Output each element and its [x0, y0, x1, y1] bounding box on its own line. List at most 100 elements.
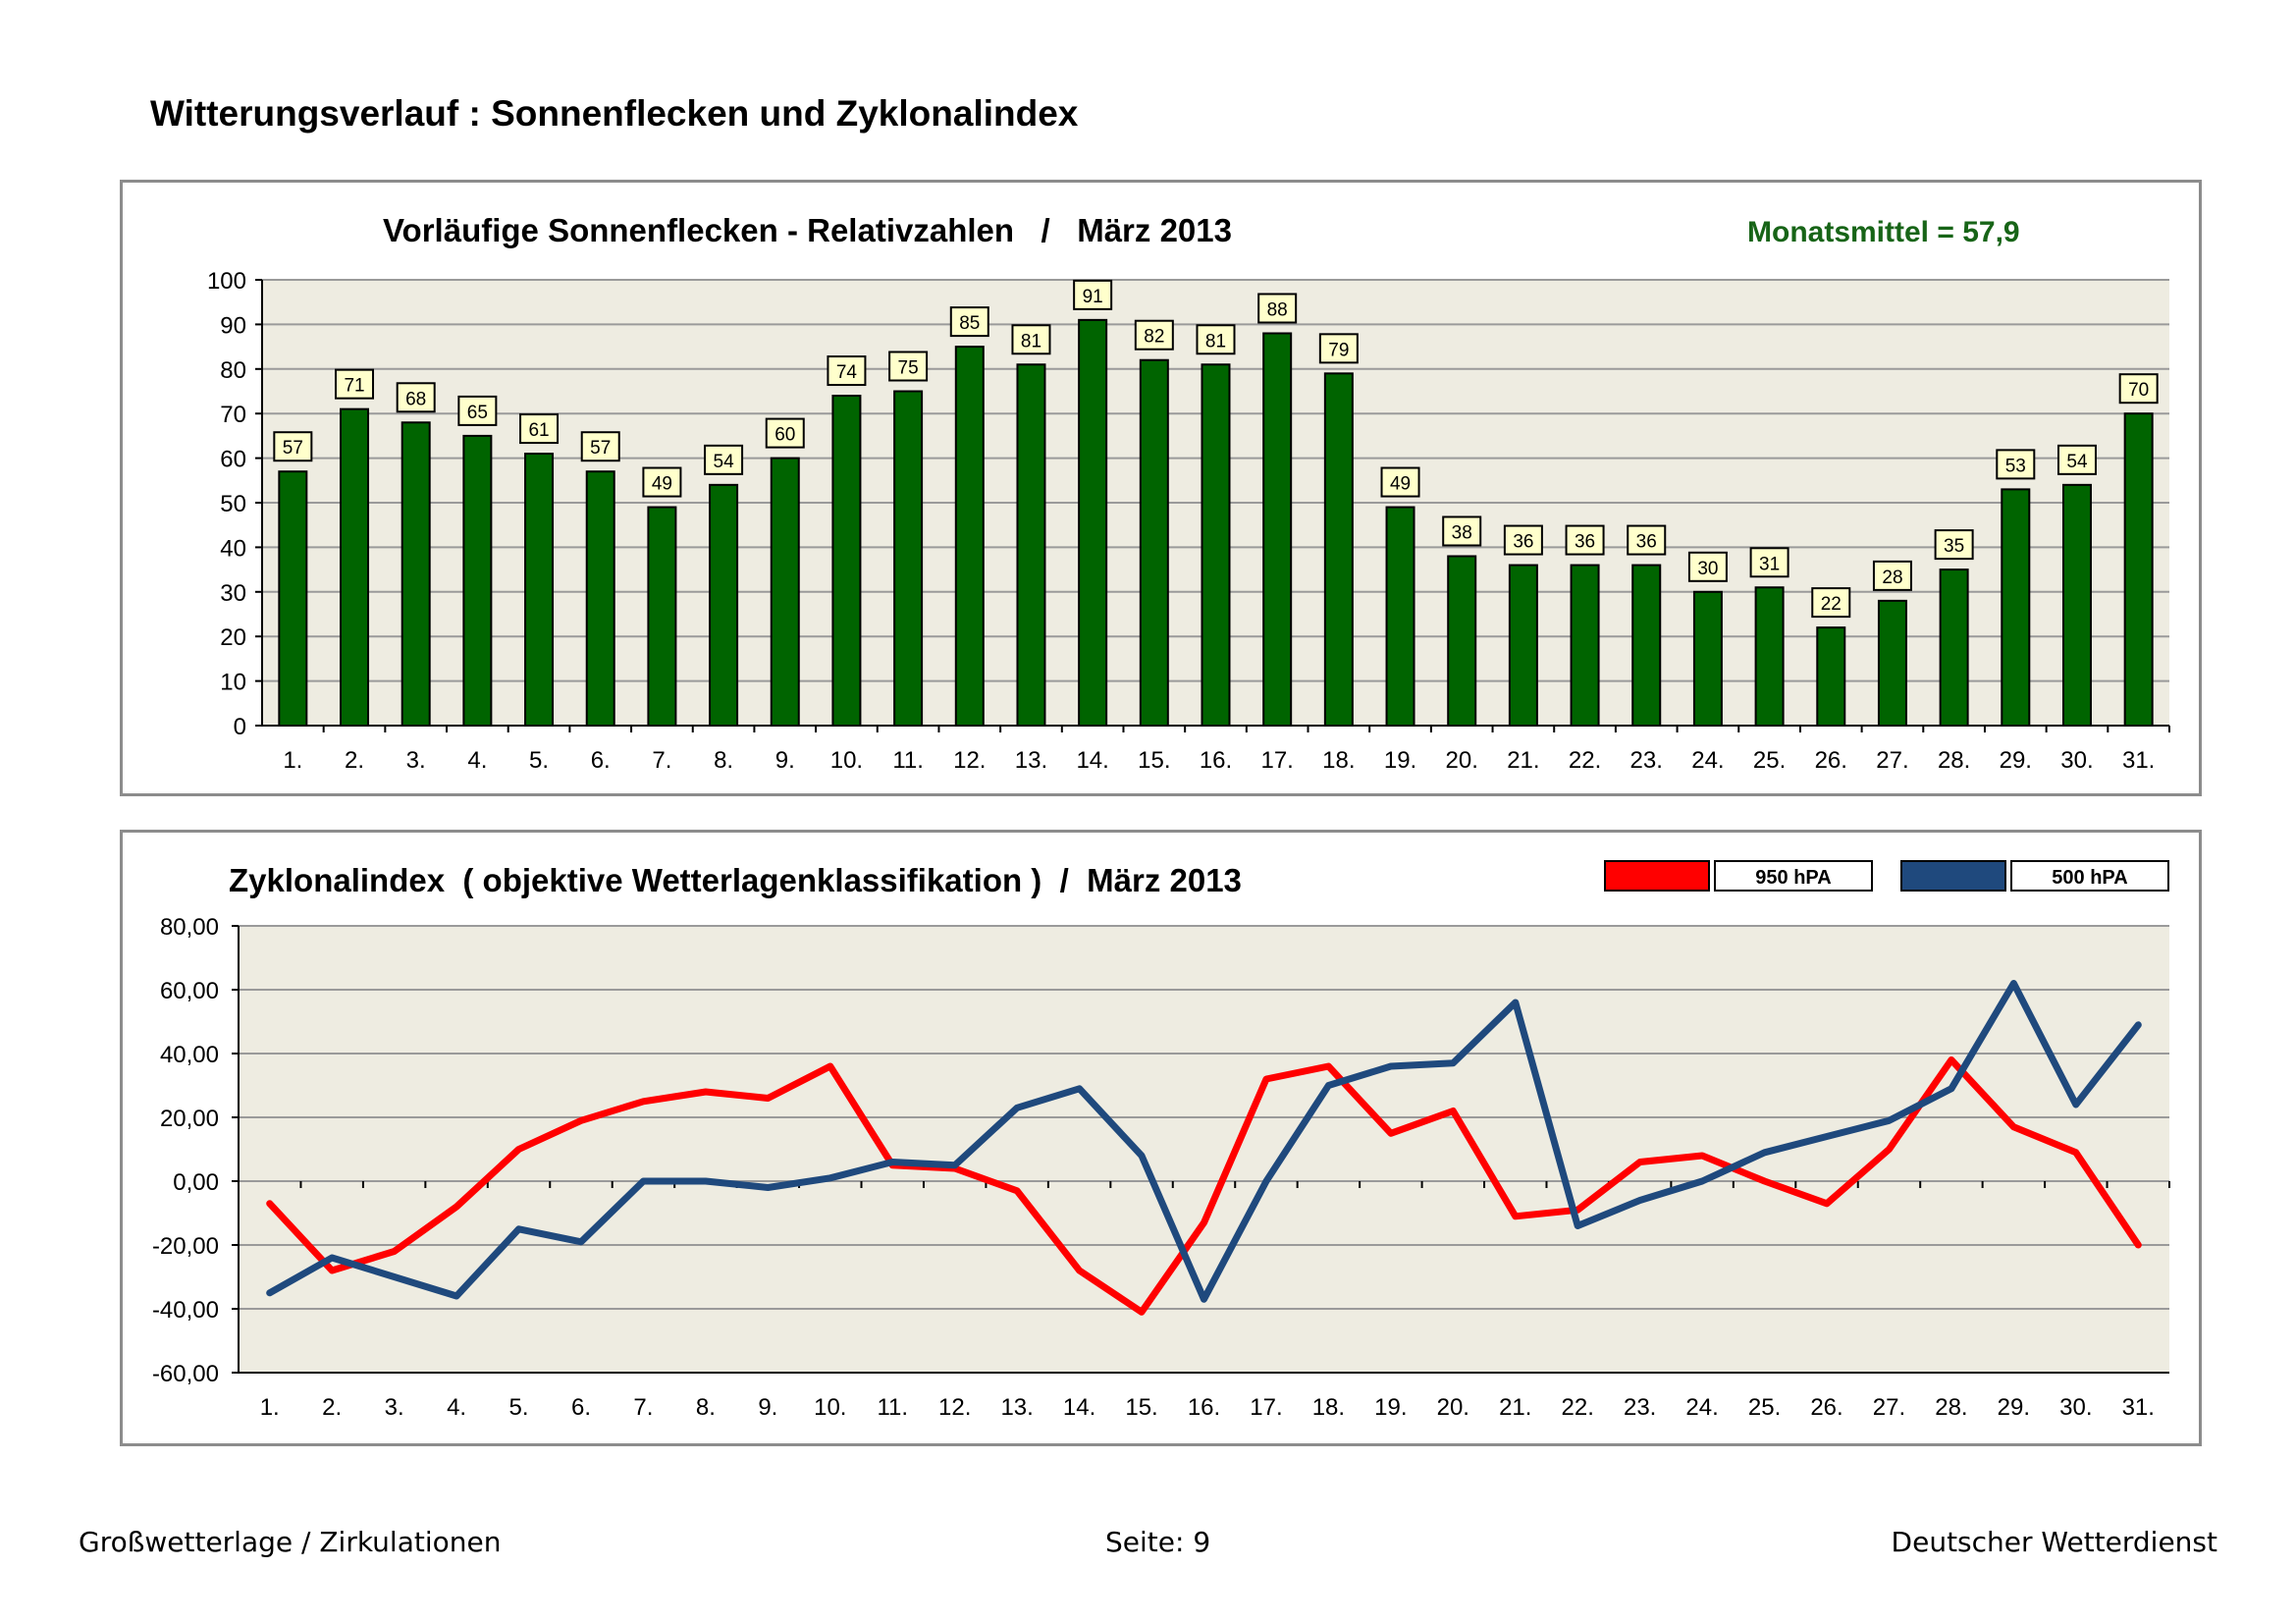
x-tick-label: 31.	[2122, 1394, 2155, 1421]
data-label: 70	[2128, 380, 2149, 401]
bar	[1694, 592, 1722, 726]
x-tick-label: 21.	[1507, 747, 1539, 774]
x-tick-label: 23.	[1630, 747, 1663, 774]
x-tick-label: 25.	[1753, 747, 1786, 774]
x-tick-label: 30.	[2060, 747, 2093, 774]
bar	[1817, 627, 1844, 726]
bar	[525, 454, 553, 726]
data-label: 35	[1944, 536, 1964, 557]
x-tick-label: 15.	[1125, 1394, 1157, 1421]
x-tick-label: 20.	[1437, 1394, 1469, 1421]
y-tick-label: 80,00	[160, 914, 219, 941]
data-label: 36	[1636, 532, 1657, 553]
bar	[1510, 566, 1537, 726]
bar	[1202, 364, 1230, 726]
x-tick-label: 19.	[1384, 747, 1416, 774]
legend-label-500: 500 hPA	[2052, 867, 2127, 889]
x-tick-label: 1.	[260, 1394, 280, 1421]
data-label: 68	[405, 389, 426, 409]
x-tick-label: 9.	[758, 1394, 777, 1421]
data-label: 88	[1267, 299, 1288, 320]
bar	[1941, 569, 1968, 726]
x-tick-label: 11.	[892, 747, 924, 774]
legend-label-950: 950 hPA	[1755, 867, 1831, 889]
bar	[1141, 360, 1168, 726]
cyclonal-plot-background	[239, 926, 2169, 1373]
sunspot-chart-panel: Vorläufige Sonnenflecken - Relativzahlen…	[120, 180, 2202, 796]
data-label: 36	[1513, 532, 1533, 553]
x-tick-label: 12.	[953, 747, 986, 774]
x-tick-label: 5.	[509, 1394, 529, 1421]
y-tick-label: 90	[220, 312, 246, 339]
x-tick-label: 14.	[1076, 747, 1108, 774]
x-tick-label: 17.	[1260, 747, 1293, 774]
monthly-mean-label: Monatsmittel = 57,9	[1747, 216, 2020, 248]
x-tick-label: 3.	[406, 747, 426, 774]
bar	[772, 459, 799, 726]
y-tick-label: -60,00	[152, 1361, 219, 1387]
data-label: 28	[1882, 568, 1902, 588]
y-tick-label: 50	[220, 491, 246, 517]
x-tick-label: 25.	[1748, 1394, 1781, 1421]
sunspot-bar-chart: Vorläufige Sonnenflecken - Relativzahlen…	[123, 183, 2199, 793]
y-tick-label: 60	[220, 447, 246, 473]
bar	[279, 471, 306, 726]
bar	[710, 485, 737, 726]
x-tick-label: 16.	[1200, 747, 1232, 774]
data-label: 79	[1328, 340, 1349, 360]
bar	[2063, 485, 2091, 726]
x-tick-label: 28.	[1938, 747, 1970, 774]
x-tick-label: 18.	[1322, 747, 1355, 774]
legend: 950 hPA 500 hPA	[1605, 861, 2168, 891]
x-tick-label: 12.	[938, 1394, 971, 1421]
x-tick-label: 17.	[1250, 1394, 1282, 1421]
y-tick-label: 0,00	[173, 1169, 219, 1196]
y-tick-label: 10	[220, 670, 246, 696]
bar	[832, 396, 860, 726]
y-tick-label: 30	[220, 580, 246, 607]
footer-page-number: Seite: 9	[1105, 1526, 1210, 1558]
data-label: 36	[1575, 532, 1595, 553]
x-tick-label: 16.	[1188, 1394, 1220, 1421]
legend-swatch-500	[1901, 861, 2005, 891]
x-tick-label: 2.	[322, 1394, 342, 1421]
x-tick-label: 1.	[283, 747, 302, 774]
x-tick-label: 19.	[1374, 1394, 1407, 1421]
bar	[1448, 556, 1475, 726]
footer-section-label: Großwetterlage / Zirkulationen	[79, 1526, 501, 1558]
x-tick-label: 11.	[877, 1394, 908, 1421]
data-label: 71	[344, 376, 364, 397]
x-tick-label: 18.	[1312, 1394, 1345, 1421]
y-tick-label: 40	[220, 535, 246, 562]
footer-publisher: Deutscher Wetterdienst	[1892, 1526, 2217, 1558]
y-tick-label: 20,00	[160, 1106, 219, 1132]
y-tick-label: -40,00	[152, 1297, 219, 1324]
bar	[2125, 413, 2153, 726]
bar	[1325, 373, 1353, 726]
x-tick-label: 27.	[1876, 747, 1908, 774]
x-tick-label: 9.	[775, 747, 795, 774]
legend-swatch-950	[1605, 861, 1709, 891]
data-label: 65	[467, 403, 488, 423]
data-label: 30	[1697, 559, 1718, 579]
x-tick-label: 31.	[2122, 747, 2155, 774]
bar	[463, 436, 491, 726]
x-tick-label: 8.	[714, 747, 733, 774]
data-label: 60	[774, 425, 795, 446]
x-tick-label: 7.	[652, 747, 671, 774]
data-label: 22	[1821, 594, 1842, 615]
x-tick-label: 22.	[1569, 747, 1601, 774]
data-label: 49	[652, 474, 672, 495]
x-tick-label: 10.	[830, 747, 863, 774]
sunspot-plot-area: 0102030405060708090100571.712.683.654.61…	[207, 268, 2169, 774]
data-label: 74	[836, 362, 858, 383]
cyclonal-line-chart: Zyklonalindex ( objektive Wetterlagenkla…	[123, 833, 2199, 1443]
x-tick-label: 30.	[2059, 1394, 2092, 1421]
x-tick-label: 26.	[1810, 1394, 1842, 1421]
bar	[341, 409, 368, 726]
x-tick-label: 29.	[1998, 1394, 2030, 1421]
data-label: 91	[1083, 287, 1103, 307]
data-label: 54	[2066, 452, 2088, 472]
bar	[1387, 508, 1415, 726]
cyclonal-index-chart-panel: Zyklonalindex ( objektive Wetterlagenkla…	[120, 830, 2202, 1446]
